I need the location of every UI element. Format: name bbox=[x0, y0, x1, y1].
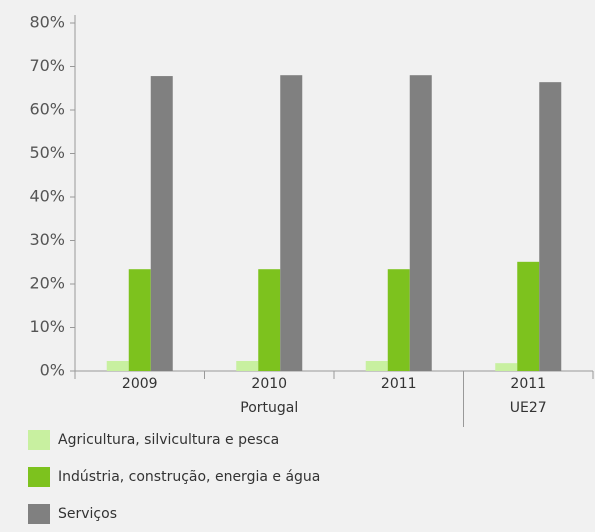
bar bbox=[106, 360, 129, 371]
bar bbox=[539, 82, 562, 371]
bar bbox=[280, 75, 303, 371]
legend-swatch bbox=[28, 430, 50, 450]
bar bbox=[517, 261, 540, 371]
y-tick-label: 70% bbox=[29, 56, 65, 75]
group-label: UE27 bbox=[510, 400, 547, 416]
legend-swatch bbox=[28, 504, 50, 524]
legend-label: Indústria, construção, energia e água bbox=[58, 469, 320, 485]
y-tick-label: 60% bbox=[29, 100, 65, 119]
bar bbox=[409, 75, 432, 371]
y-tick-label: 40% bbox=[29, 187, 65, 206]
x-tick-label: 2011 bbox=[381, 376, 417, 392]
bar bbox=[495, 363, 518, 371]
group-label: Portugal bbox=[240, 400, 298, 416]
bar bbox=[365, 360, 388, 371]
bar bbox=[387, 269, 410, 371]
y-tick-label: 0% bbox=[40, 361, 65, 380]
x-tick-label: 2010 bbox=[251, 376, 287, 392]
bar bbox=[150, 76, 173, 371]
bar bbox=[236, 360, 259, 371]
y-tick-label: 10% bbox=[29, 317, 65, 336]
bar bbox=[258, 269, 281, 371]
bar bbox=[128, 269, 151, 371]
y-tick-label: 30% bbox=[29, 230, 65, 249]
legend-label: Agricultura, silvicultura e pesca bbox=[58, 432, 279, 448]
legend-label: Serviços bbox=[58, 506, 117, 522]
x-tick-label: 2011 bbox=[510, 376, 546, 392]
x-tick-label: 2009 bbox=[122, 376, 158, 392]
legend-swatch bbox=[28, 467, 50, 487]
y-tick-label: 20% bbox=[29, 274, 65, 293]
y-tick-label: 50% bbox=[29, 143, 65, 162]
y-tick-label: 80% bbox=[29, 13, 65, 32]
